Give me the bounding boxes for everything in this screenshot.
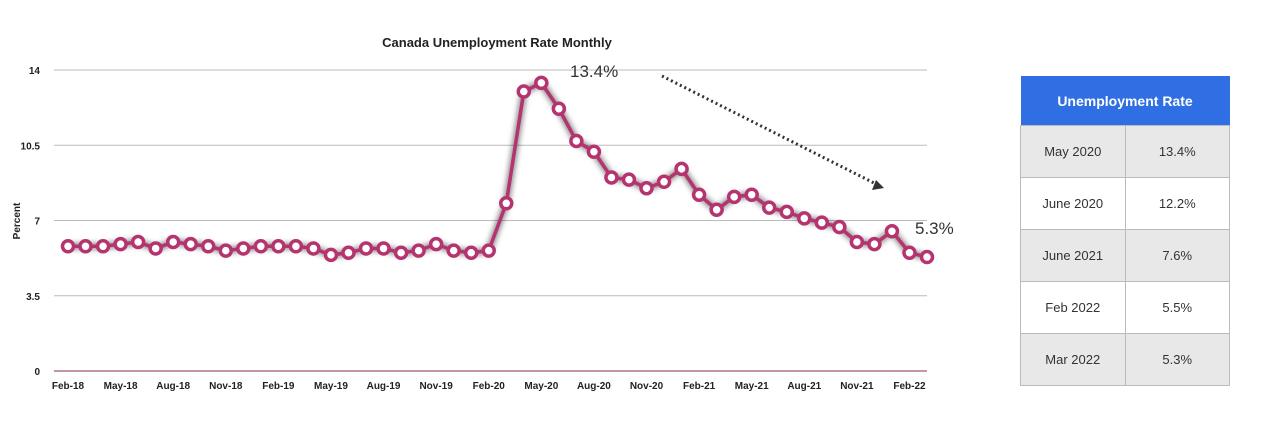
data-point: [656, 174, 672, 190]
table-row: June 2021 7.6%: [1020, 229, 1230, 282]
table-row: June 2020 12.2%: [1020, 177, 1230, 230]
data-point: [113, 236, 128, 252]
data-point: [183, 236, 198, 252]
cell-rate: 5.3%: [1124, 333, 1230, 386]
data-point: [884, 224, 900, 239]
trend-arrow: [661, 74, 877, 186]
data-point: [411, 243, 426, 258]
x-tick-label: Aug-18: [156, 381, 190, 392]
table-row: Feb 2022 5.5%: [1020, 281, 1230, 334]
trend-arrowhead: [872, 180, 884, 190]
unemployment-table: Unemployment Rate May 2020 13.4% June 202…: [1020, 76, 1230, 386]
data-point: [534, 75, 549, 91]
data-point: [516, 84, 532, 99]
data-point: [849, 234, 865, 250]
x-tick-label: Aug-20: [577, 381, 611, 392]
y-axis-label: Percent: [12, 202, 23, 239]
cell-date: June 2020: [1020, 177, 1126, 230]
data-point: [148, 241, 163, 256]
data-point: [744, 187, 759, 202]
table-header: Unemployment Rate: [1020, 76, 1230, 126]
cell-rate: 13.4%: [1124, 125, 1230, 178]
data-point: [130, 234, 146, 250]
data-point: [761, 200, 777, 215]
y-tick-label: 14: [29, 66, 41, 77]
data-point: [428, 236, 444, 252]
y-tick-label: 0: [34, 367, 40, 378]
x-tick-label: May-21: [735, 381, 769, 392]
data-point: [691, 187, 707, 202]
data-point: [463, 245, 479, 260]
cell-rate: 7.6%: [1124, 229, 1230, 282]
cell-rate: 12.2%: [1124, 177, 1230, 230]
data-point: [165, 234, 181, 250]
data-point: [797, 211, 812, 226]
y-tick-label: 10.5: [21, 141, 41, 152]
data-point: [446, 243, 461, 258]
data-point: [376, 241, 391, 256]
data-point: [393, 245, 409, 260]
cell-date: Mar 2022: [1020, 333, 1126, 386]
data-point: [674, 161, 689, 177]
line-chart: Canada Unemployment Rate Monthly Percent…: [12, 35, 954, 392]
x-tick-label: Nov-18: [209, 381, 243, 392]
data-point: [341, 245, 356, 260]
data-point: [200, 239, 216, 254]
data-point: [569, 133, 584, 149]
cell-rate: 5.5%: [1124, 281, 1230, 334]
end-annotation: 5.3%: [915, 219, 954, 238]
cell-date: June 2021: [1020, 229, 1126, 282]
data-point: [78, 239, 93, 254]
x-tick-label: Nov-20: [630, 381, 664, 392]
data-point: [95, 239, 111, 254]
data-point: [253, 239, 269, 254]
x-tick-label: Feb-20: [473, 381, 506, 392]
data-point: [902, 245, 917, 260]
y-tick-label: 3.5: [26, 292, 40, 303]
chart-title: Canada Unemployment Rate Monthly: [382, 35, 612, 50]
cell-date: Feb 2022: [1020, 281, 1126, 334]
data-point: [586, 144, 602, 159]
x-tick-label: Nov-21: [840, 381, 874, 392]
data-point: [499, 196, 514, 211]
data-point: [621, 172, 637, 187]
data-point: [218, 243, 234, 258]
data-point: [639, 181, 654, 196]
series-line: [68, 80, 928, 259]
data-point: [271, 239, 286, 254]
x-tick-label: Nov-19: [419, 381, 453, 392]
x-tick-label: Feb-21: [683, 381, 716, 392]
data-point: [358, 241, 374, 256]
data-point: [832, 219, 847, 235]
data-point: [236, 241, 251, 256]
x-tick-label: Feb-22: [893, 381, 926, 392]
data-point: [481, 243, 496, 258]
data-point: [60, 239, 76, 254]
table-row: May 2020 13.4%: [1020, 125, 1230, 178]
data-point: [604, 170, 619, 185]
x-tick-label: Feb-18: [52, 381, 85, 392]
x-tick-label: Aug-21: [787, 381, 821, 392]
x-tick-label: May-20: [524, 381, 558, 392]
x-tick-label: Feb-19: [262, 381, 295, 392]
x-tick-label: May-19: [314, 381, 348, 392]
cell-date: May 2020: [1020, 125, 1126, 178]
data-point: [551, 101, 567, 116]
data-point: [919, 249, 935, 265]
y-tick-label: 7: [34, 217, 40, 228]
data-point: [814, 215, 830, 230]
x-tick-label: May-18: [104, 381, 138, 392]
data-point: [779, 204, 795, 220]
data-point: [867, 236, 882, 252]
table-row: Mar 2022 5.3%: [1020, 333, 1230, 386]
x-tick-label: Aug-19: [367, 381, 401, 392]
data-point: [709, 202, 724, 217]
data-point: [726, 189, 742, 205]
data-point: [288, 239, 304, 254]
data-point: [306, 241, 321, 256]
data-point: [323, 247, 339, 263]
peak-annotation: 13.4%: [570, 62, 618, 81]
